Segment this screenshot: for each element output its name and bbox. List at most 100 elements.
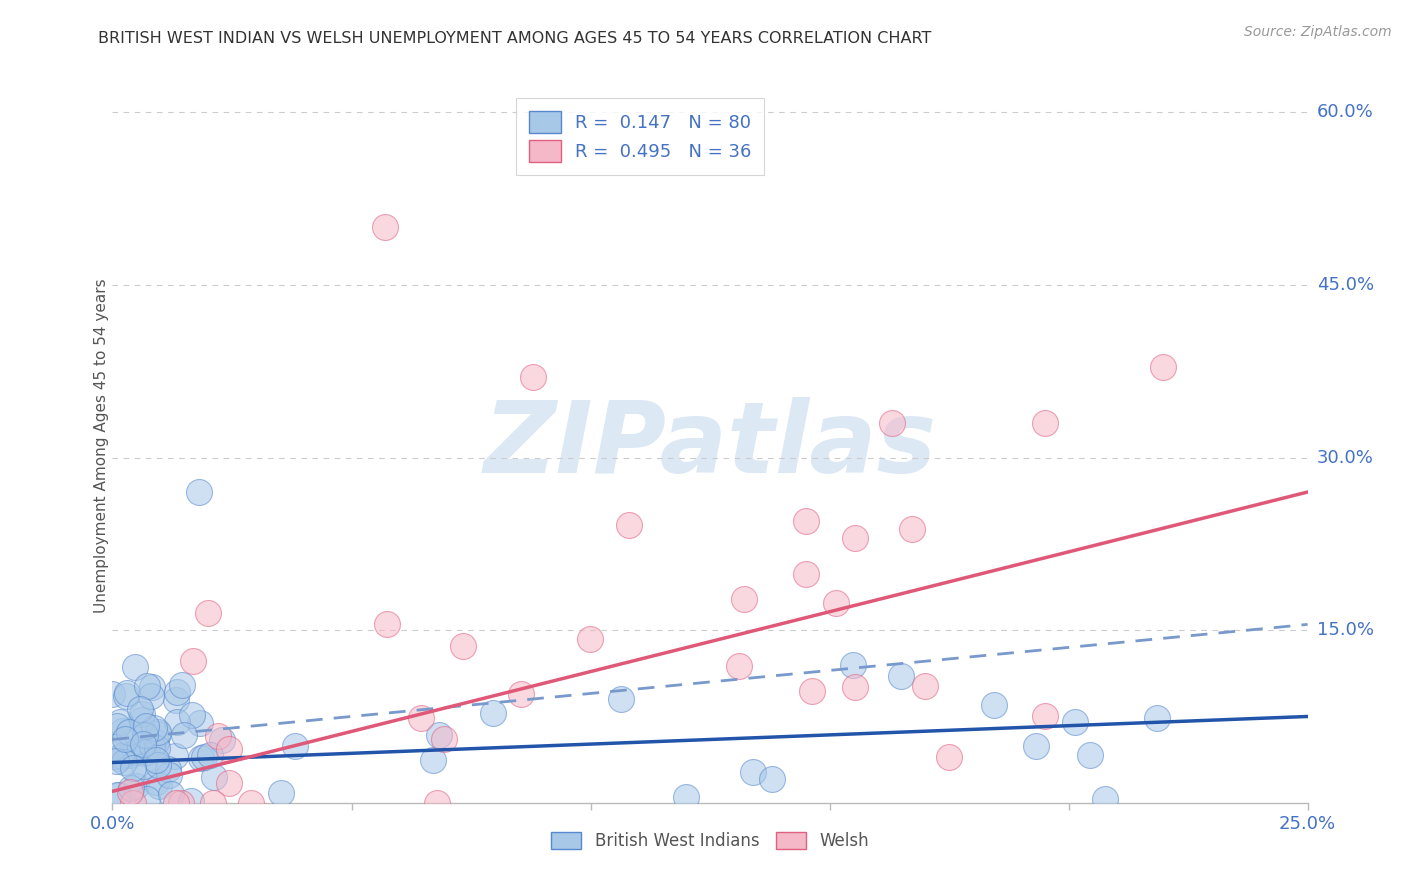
Point xyxy=(983,698,1005,712)
Point xyxy=(794,514,817,528)
Point xyxy=(180,794,202,808)
Point xyxy=(112,755,135,769)
Text: 30.0%: 30.0% xyxy=(1317,449,1374,467)
Point xyxy=(825,596,848,610)
Point xyxy=(427,728,450,742)
Point xyxy=(135,719,157,733)
Point xyxy=(101,687,124,701)
Point xyxy=(114,731,136,746)
Point xyxy=(211,732,233,747)
Point xyxy=(105,719,128,733)
Point xyxy=(426,796,449,810)
Point xyxy=(146,758,169,772)
Point xyxy=(202,770,225,784)
Point xyxy=(411,710,433,724)
Point xyxy=(675,790,697,805)
Point xyxy=(1033,709,1056,723)
Point xyxy=(218,776,240,790)
Point xyxy=(127,741,149,756)
Legend: British West Indians, Welsh: British West Indians, Welsh xyxy=(543,824,877,859)
Point xyxy=(197,606,219,620)
Point xyxy=(129,713,152,727)
Point xyxy=(794,566,817,581)
Point xyxy=(727,659,749,673)
Point xyxy=(145,734,167,748)
Point xyxy=(146,724,169,739)
Text: BRITISH WEST INDIAN VS WELSH UNEMPLOYMENT AMONG AGES 45 TO 54 YEARS CORRELATION : BRITISH WEST INDIAN VS WELSH UNEMPLOYMEN… xyxy=(98,31,932,46)
Point xyxy=(166,714,188,729)
Point xyxy=(157,768,180,782)
Point xyxy=(135,745,157,759)
Text: ZIPatlas: ZIPatlas xyxy=(484,398,936,494)
Point xyxy=(188,715,211,730)
Point xyxy=(110,715,132,730)
Point xyxy=(880,416,903,430)
Point xyxy=(156,762,179,776)
Point xyxy=(120,785,142,799)
Text: 60.0%: 60.0% xyxy=(1317,103,1374,121)
Point xyxy=(890,669,912,683)
Point xyxy=(165,693,187,707)
Y-axis label: Unemployment Among Ages 45 to 54 years: Unemployment Among Ages 45 to 54 years xyxy=(94,278,108,614)
Point xyxy=(187,485,209,500)
Point xyxy=(284,739,307,754)
Point xyxy=(190,751,212,765)
Point xyxy=(145,774,167,789)
Point xyxy=(105,788,128,802)
Point xyxy=(374,220,396,235)
Point xyxy=(118,747,141,762)
Point xyxy=(131,707,153,722)
Point xyxy=(110,748,132,763)
Point xyxy=(844,680,866,694)
Point xyxy=(107,751,129,765)
Point xyxy=(207,730,229,744)
Point xyxy=(742,764,765,779)
Point xyxy=(578,632,600,646)
Point xyxy=(193,750,215,764)
Point xyxy=(432,731,454,746)
Point xyxy=(139,689,162,703)
Point xyxy=(914,679,936,693)
Point xyxy=(609,692,631,706)
Point xyxy=(901,522,924,536)
Point xyxy=(166,685,188,699)
Point xyxy=(522,370,544,384)
Point xyxy=(173,728,195,742)
Point xyxy=(1152,360,1174,375)
Point xyxy=(1094,792,1116,806)
Point xyxy=(146,740,169,755)
Point xyxy=(165,796,187,810)
Point xyxy=(125,780,148,794)
Text: Source: ZipAtlas.com: Source: ZipAtlas.com xyxy=(1244,25,1392,39)
Point xyxy=(617,517,640,532)
Text: 45.0%: 45.0% xyxy=(1317,276,1374,293)
Point xyxy=(375,616,398,631)
Point xyxy=(124,745,146,759)
Point xyxy=(270,786,292,800)
Point xyxy=(110,723,132,738)
Point xyxy=(107,788,129,802)
Point xyxy=(761,772,783,787)
Point xyxy=(132,758,155,772)
Point xyxy=(145,753,167,767)
Point xyxy=(1063,714,1085,729)
Point xyxy=(103,740,125,755)
Point xyxy=(844,531,866,545)
Point xyxy=(181,708,204,723)
Point xyxy=(105,754,128,768)
Point xyxy=(181,654,204,668)
Point xyxy=(142,722,165,736)
Point xyxy=(141,680,163,694)
Point xyxy=(202,796,225,810)
Point xyxy=(170,678,193,692)
Point xyxy=(1033,416,1056,430)
Point xyxy=(1146,711,1168,725)
Point xyxy=(115,686,138,700)
Point xyxy=(218,742,240,756)
Point xyxy=(160,787,183,801)
Text: 15.0%: 15.0% xyxy=(1317,621,1374,640)
Point xyxy=(115,689,138,703)
Point xyxy=(198,748,221,763)
Point xyxy=(165,748,187,763)
Point xyxy=(132,738,155,752)
